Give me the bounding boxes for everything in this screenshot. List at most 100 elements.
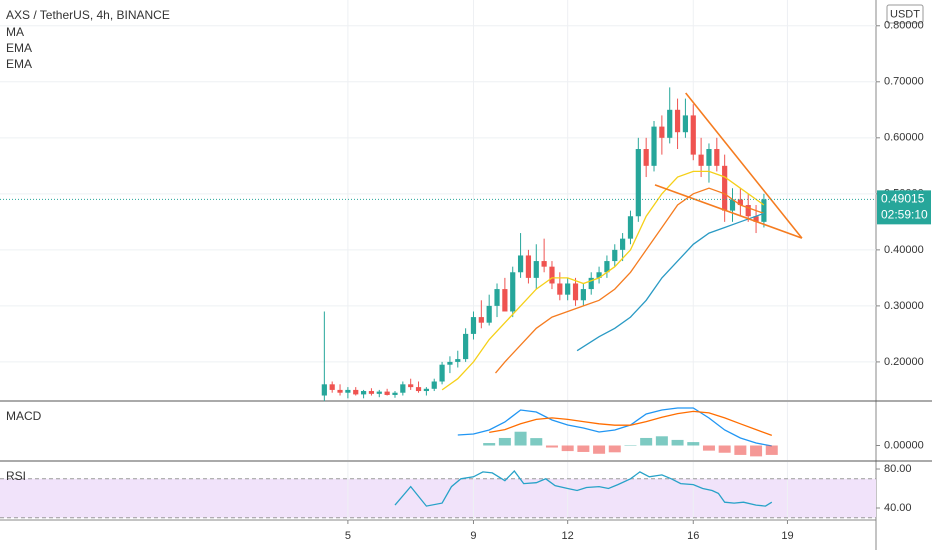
y-tick-label: 0.70000 [884,76,924,88]
candle-body [612,249,618,262]
candle-body [714,149,720,166]
candle-body [368,391,375,394]
y-tick-label: 0.60000 [884,132,924,144]
countdown-label: 02:59:10 [881,208,928,222]
candle-body [329,384,335,390]
pane-title: RSI [6,469,26,483]
candle-body [729,199,736,211]
histogram-bar [593,445,606,454]
y-tick-label: 0.80000 [884,20,924,32]
candle-body [565,283,571,295]
candle-body [431,381,437,389]
candle-body [353,389,359,395]
candle-body [525,255,532,278]
candle-body [667,109,673,138]
candle-body [486,305,492,323]
x-tick-label: 9 [470,530,476,542]
x-tick-label: 12 [562,530,574,542]
histogram-bar [750,445,763,457]
histogram-bar [577,445,590,452]
rsi-band [0,478,876,518]
candle-body [463,333,469,360]
candle-body [722,165,728,211]
histogram-bar [498,437,511,446]
candle-body [423,388,429,392]
x-tick-label: 16 [687,530,699,542]
histogram-bar [655,436,668,446]
candle-body [753,216,759,222]
histogram-bar [483,443,496,446]
candle-body [415,387,422,392]
candle-body [510,272,516,312]
plot-layer: 5 9 12 16 19 [0,0,880,542]
candle-body [604,261,610,273]
last-price-label: 0.49015 [881,192,925,206]
histogram-bar [561,445,574,452]
rsi-line [394,469,773,507]
candle-body [392,392,398,395]
x-tick-label: 19 [781,530,793,542]
histogram-bar [514,431,527,446]
unit-box [886,4,924,24]
legend-entry: MA [6,25,24,39]
moving-average-line [441,170,765,391]
candle-body [643,149,649,166]
candle-body [384,391,390,395]
candle-body [651,126,657,166]
chart-title: AXS / TetherUS, 4h, BINANCE [6,8,170,22]
candle-body [321,384,327,396]
y-tick-label: 0.20000 [884,356,924,368]
candle-body [345,389,351,393]
legend-entry: EMA [6,41,32,55]
candle-body [439,364,445,382]
histogram-bar [545,445,558,448]
macd-line [489,410,773,437]
histogram-bar [687,442,700,446]
candle-body [627,216,634,239]
candle-body [557,283,563,295]
candle-body [533,261,539,278]
candle-body [674,109,681,133]
histogram-bar [718,445,731,453]
moving-average-line [495,187,765,374]
x-tick-label: 5 [345,530,351,542]
candle-body [761,199,767,222]
candle-body [745,205,751,217]
histogram-bar [702,445,715,451]
candle-body [737,199,743,206]
candle-body [360,391,367,395]
trendline [654,184,803,239]
y-tick-label: 40.00 [884,502,912,514]
macd-line [457,407,772,447]
candle-body [549,266,555,284]
histogram-bar [640,437,653,446]
histogram-bar [671,439,684,446]
candle-body [659,126,665,138]
candle-body [408,384,414,388]
candle-body [470,317,477,334]
histogram-bar [765,445,778,455]
candle-body [478,317,484,323]
y-tick-label: 0.30000 [884,300,924,312]
histogram-bar [530,438,543,446]
candle-body [620,238,626,250]
candle-body [447,361,453,365]
candle-body [698,154,704,166]
candle-body [635,149,641,217]
candle-body [596,272,602,278]
legend-entry: EMA [6,57,32,71]
y-tick-label: 0.40000 [884,244,924,256]
candle-body [706,149,712,166]
candle-body [502,289,508,312]
histogram-bar [734,445,747,455]
candle-body [580,289,586,301]
candle-body [455,359,461,362]
candle-body [588,277,594,290]
moving-average-line [576,212,765,352]
candle-body [541,261,547,267]
last-price-box [877,190,931,225]
y-tick-label: 80.00 [884,463,912,475]
candle-body [572,283,579,301]
histogram-bar [608,445,621,453]
